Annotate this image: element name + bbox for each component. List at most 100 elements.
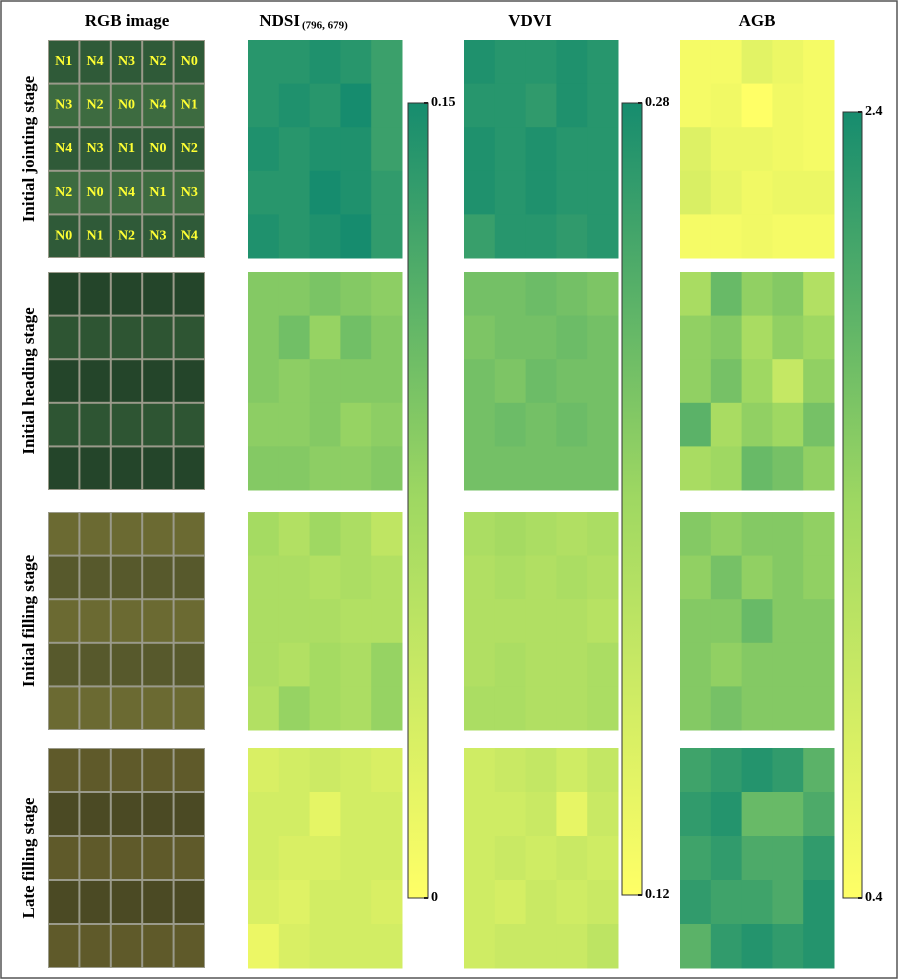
rgb-plot: [111, 687, 142, 729]
heatmap-cell: [371, 512, 403, 557]
heatmap-cell: [741, 880, 773, 925]
heatmap-cell: [278, 446, 311, 491]
colorbar-tick-label: 0: [431, 890, 438, 905]
heatmap-cell: [248, 446, 280, 491]
plot-label: N1: [118, 141, 135, 156]
heatmap-cell: [525, 512, 557, 557]
rgb-plot: [49, 749, 79, 791]
rgb-plot: [80, 403, 110, 446]
heatmap-cell: [803, 792, 835, 837]
plot-label: N3: [149, 228, 166, 243]
heatmap-cell: [309, 880, 341, 925]
plot-label: N2: [55, 185, 72, 200]
heatmap-cell: [494, 836, 527, 881]
heatmap-cell: [525, 880, 557, 925]
rgb-plot: [49, 556, 79, 599]
heatmap-cell: [464, 214, 496, 259]
heatmap-cell: [464, 555, 496, 600]
heatmap-cell: [248, 642, 280, 687]
heatmap-cell: [587, 599, 619, 644]
plot-label: N4: [118, 185, 135, 200]
colorbar: [621, 102, 643, 896]
heatmap-cell: [278, 40, 311, 85]
heatmap-cell: [556, 792, 588, 837]
heatmap-cell: [803, 642, 835, 687]
rgb-plot: [111, 316, 142, 359]
heatmap-cell: [340, 214, 372, 259]
heatmap-cell: [803, 686, 835, 731]
heatmap-cell: [772, 40, 804, 85]
heatmap-cell: [278, 83, 311, 128]
heatmap-cell: [494, 686, 527, 731]
heatmap-cell: [587, 686, 619, 731]
heatmap-cell: [494, 446, 527, 491]
heatmap-cell: [741, 359, 773, 404]
heatmap-cell: [556, 880, 588, 925]
heatmap-cell: [772, 748, 804, 793]
heatmap-cell: [278, 924, 311, 969]
heatmap-cell: [371, 880, 403, 925]
heatmap-cell: [680, 792, 712, 837]
rgb-plot: [80, 316, 110, 359]
rgb-plot: [80, 793, 110, 835]
rgb-plot: [174, 925, 204, 967]
heatmap-cell: [710, 214, 743, 259]
rgb-plot: [49, 793, 79, 835]
heatmap-cell: [278, 748, 311, 793]
plot-label: N2: [87, 98, 104, 113]
heatmap-cell: [680, 127, 712, 172]
heatmap-cell: [556, 924, 588, 969]
rgb-plot: [174, 41, 204, 83]
heatmap-cell: [710, 748, 743, 793]
rgb-plot: [174, 749, 204, 791]
heatmap-cell: [371, 214, 403, 259]
heatmap-cell: [371, 272, 403, 317]
heatmap-cell: [803, 315, 835, 360]
heatmap-cell: [309, 599, 341, 644]
heatmap-cell: [680, 214, 712, 259]
heatmap-cell: [710, 127, 743, 172]
heatmap-cell: [710, 446, 743, 491]
rgb-plot: [49, 881, 79, 923]
heatmap-cell: [494, 599, 527, 644]
rgb-plot: [143, 41, 173, 83]
heatmap-cell: [248, 836, 280, 881]
heatmap-cell: [556, 214, 588, 259]
heatmap-cell: [309, 446, 341, 491]
heatmap-cell: [525, 836, 557, 881]
heatmap-cell: [494, 512, 527, 557]
heatmap-cell: [340, 40, 372, 85]
rgb-plot: [49, 273, 79, 315]
heatmap-cell: [494, 40, 527, 85]
stage-label: Initial filling stage: [19, 554, 38, 687]
plot-label: N3: [118, 54, 135, 69]
heatmap-cell: [680, 642, 712, 687]
heatmap-cell: [803, 880, 835, 925]
rgb-plot: [49, 128, 79, 170]
rgb-plot: [143, 403, 173, 446]
heatmap-cell: [494, 402, 527, 447]
heatmap-cell: [494, 272, 527, 317]
heatmap-cell: [741, 686, 773, 731]
heatmap-cell: [464, 446, 496, 491]
heatmap-cell: [772, 83, 804, 128]
rgb-plot: [111, 128, 142, 170]
heatmap-cell: [340, 402, 372, 447]
heatmap-cell: [772, 512, 804, 557]
heatmap-cell: [278, 359, 311, 404]
heatmap-cell: [587, 446, 619, 491]
heatmap-cell: [803, 214, 835, 259]
heatmap-cell: [556, 686, 588, 731]
heatmap-cell: [772, 555, 804, 600]
heatmap-cell: [710, 686, 743, 731]
plot-label: N0: [149, 141, 166, 156]
heatmap-cell: [556, 446, 588, 491]
heatmap-cell: [278, 686, 311, 731]
heatmap-cell: [278, 214, 311, 259]
heatmap-cell: [278, 836, 311, 881]
heatmap-cell: [803, 599, 835, 644]
heatmap-cell: [371, 686, 403, 731]
heatmap-cell: [680, 686, 712, 731]
heatmap-cell: [680, 512, 712, 557]
heatmap-cell: [278, 880, 311, 925]
